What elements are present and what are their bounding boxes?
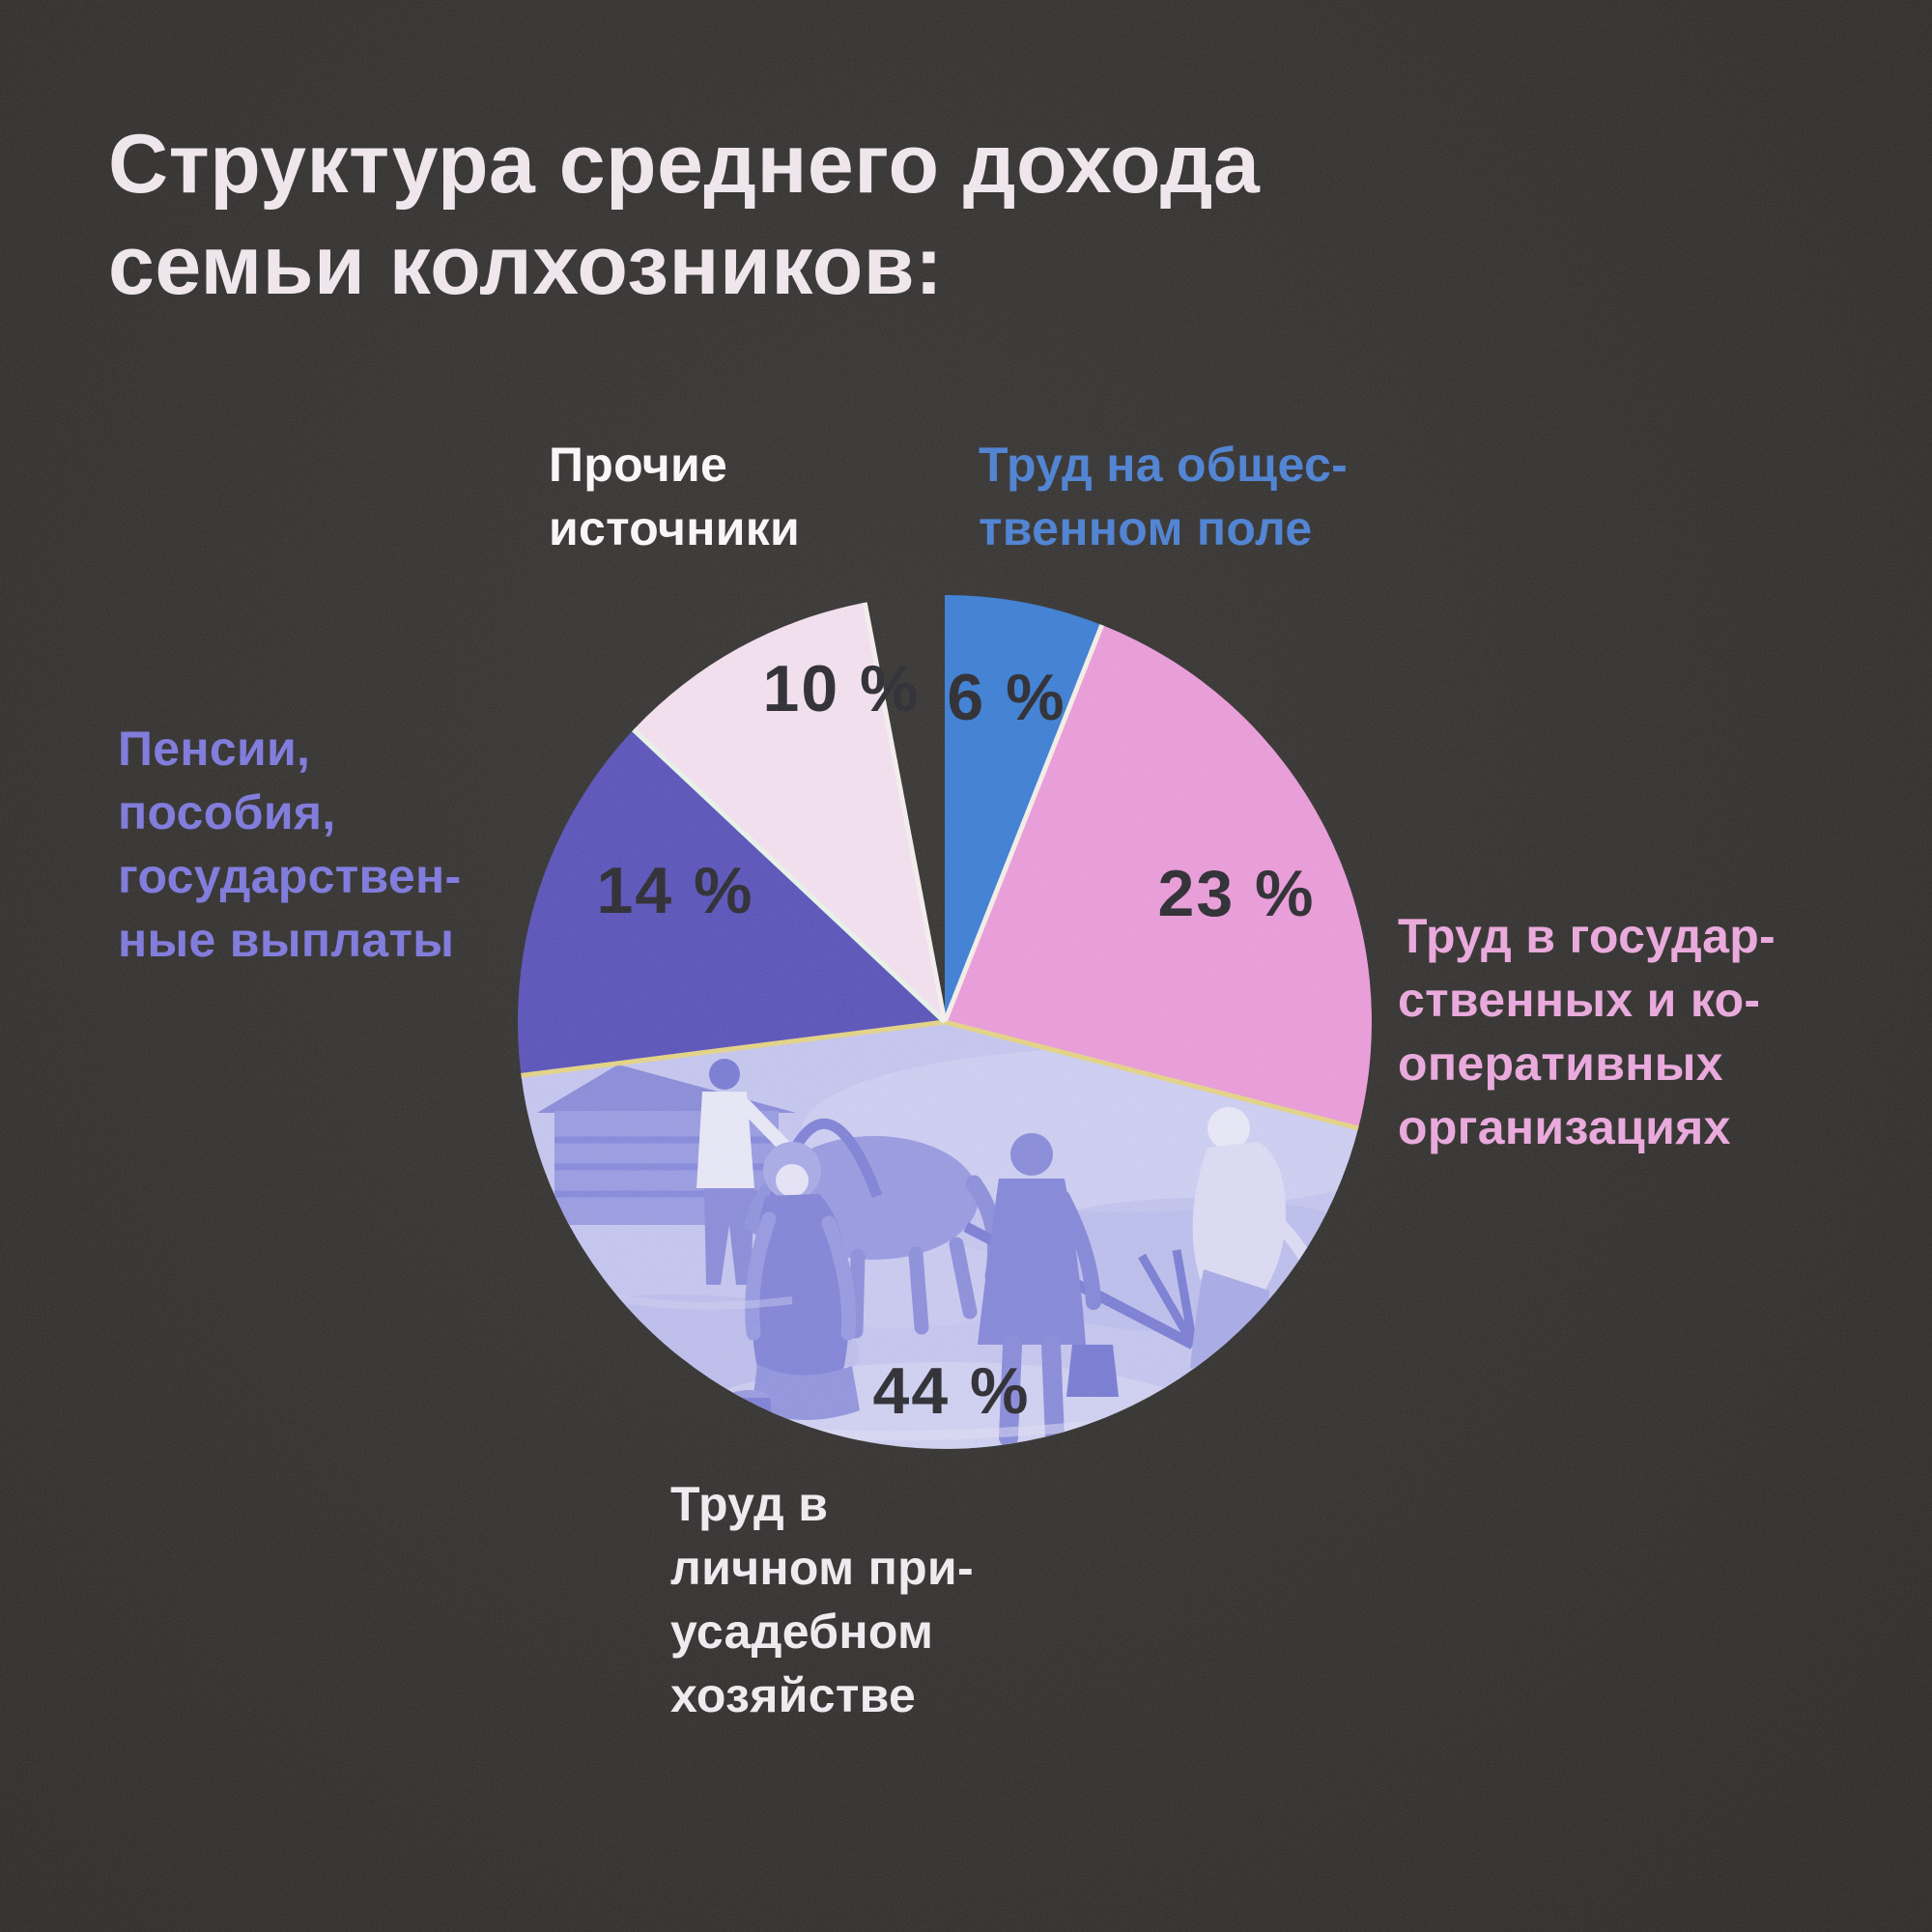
- value-label-6pct: 6 %: [947, 661, 1066, 734]
- slice-label-household: Труд в личном при- усадебном хозяйстве: [670, 1472, 974, 1727]
- label-line: Труд в: [670, 1477, 829, 1531]
- label-line: ные выплаты: [118, 913, 455, 967]
- value-label-14pct: 14 %: [596, 854, 754, 927]
- label-line: Труд в государ-: [1398, 909, 1776, 963]
- label-line: источники: [549, 501, 801, 555]
- slice-label-pensions: Пенсии, пособия, государствен- ные выпла…: [118, 717, 461, 972]
- label-line: организациях: [1398, 1100, 1731, 1154]
- label-line: твенном поле: [979, 501, 1313, 555]
- value-label-44pct: 44 %: [872, 1354, 1031, 1428]
- label-line: оперативных: [1398, 1037, 1723, 1091]
- slice-label-state-orgs: Труд в государ- ственных и ко- оперативн…: [1398, 904, 1776, 1159]
- label-line: ственных и ко-: [1398, 973, 1761, 1027]
- label-line: Прочие: [549, 438, 728, 492]
- label-line: личном при-: [670, 1541, 974, 1595]
- label-line: хозяйстве: [670, 1668, 917, 1722]
- label-line: Труд на общес-: [979, 438, 1349, 492]
- label-line: государствен-: [118, 849, 462, 903]
- slice-label-other-sources: Прочие источники: [549, 433, 800, 560]
- label-line: Пенсии,: [118, 722, 311, 776]
- label-line: усадебном: [670, 1605, 934, 1659]
- value-label-23pct: 23 %: [1157, 857, 1316, 930]
- label-line: пособия,: [118, 785, 336, 839]
- value-label-10pct: 10 %: [762, 652, 921, 725]
- slice-label-public-field: Труд на общес- твенном поле: [979, 433, 1348, 560]
